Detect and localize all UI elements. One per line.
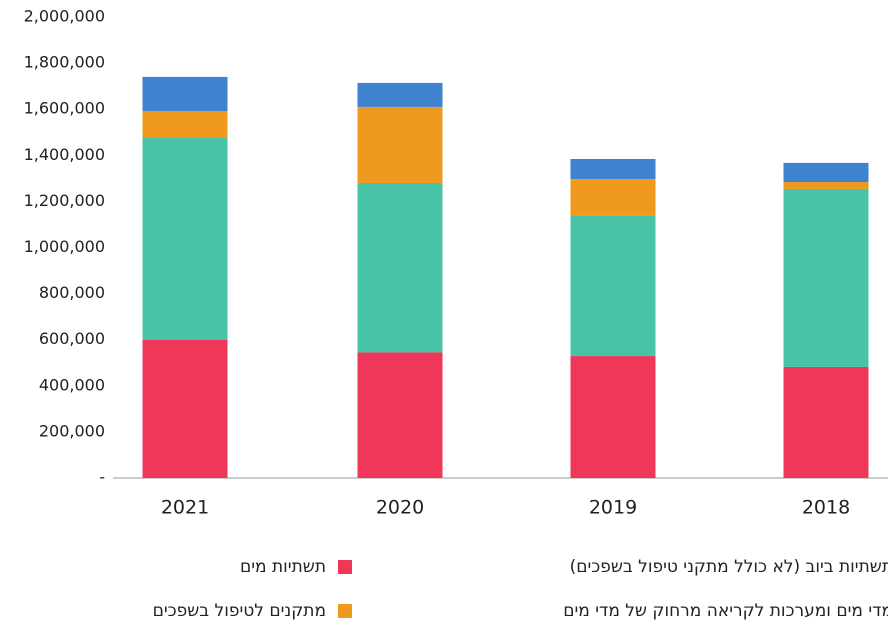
bar-segment bbox=[357, 182, 443, 353]
legend-swatch bbox=[338, 604, 352, 618]
bar-segment bbox=[357, 352, 443, 478]
x-tick-label: 2020 bbox=[376, 497, 424, 519]
legend-label: מתקנים לטיפול בשפכים bbox=[153, 601, 326, 621]
x-tick-label: 2021 bbox=[161, 497, 209, 519]
legend-label: מדי מים ומערכות לקריאה מרחוק של מדי מים bbox=[563, 601, 888, 621]
y-tick-label: 200,000 bbox=[39, 421, 105, 440]
legend-label: תשתיות מים bbox=[240, 557, 326, 577]
bar-segment bbox=[357, 82, 443, 107]
y-tick-label: 1,600,000 bbox=[24, 99, 105, 118]
x-tick-label: 2018 bbox=[802, 497, 850, 519]
y-tick-label: - bbox=[99, 468, 105, 487]
x-tick-label: 2019 bbox=[589, 497, 637, 519]
y-tick-label: 800,000 bbox=[39, 283, 105, 302]
bar-segment bbox=[570, 158, 656, 180]
bar-segment bbox=[142, 138, 228, 340]
bar-segment bbox=[570, 179, 656, 216]
bar-segment bbox=[570, 356, 656, 478]
legend-swatch bbox=[338, 560, 352, 574]
bar-segment bbox=[783, 162, 869, 183]
bar-segment bbox=[783, 366, 869, 478]
y-tick-label: 1,400,000 bbox=[24, 145, 105, 164]
y-tick-label: 600,000 bbox=[39, 329, 105, 348]
y-tick-label: 2,000,000 bbox=[24, 7, 105, 26]
y-tick-label: 1,800,000 bbox=[24, 53, 105, 72]
y-tick-label: 1,200,000 bbox=[24, 191, 105, 210]
y-tick-label: 400,000 bbox=[39, 375, 105, 394]
bar-segment bbox=[783, 188, 869, 367]
bar-segment bbox=[783, 182, 869, 189]
bar-segment bbox=[142, 111, 228, 139]
y-tick-label: 1,000,000 bbox=[24, 237, 105, 256]
bar-segment bbox=[357, 106, 443, 183]
bar-segment bbox=[142, 339, 228, 478]
legend-label: תשתיות ביוב (לא כולל מתקני טיפול בשפכים) bbox=[570, 557, 888, 577]
bar-segment bbox=[142, 76, 228, 112]
bar-segment bbox=[570, 215, 656, 357]
